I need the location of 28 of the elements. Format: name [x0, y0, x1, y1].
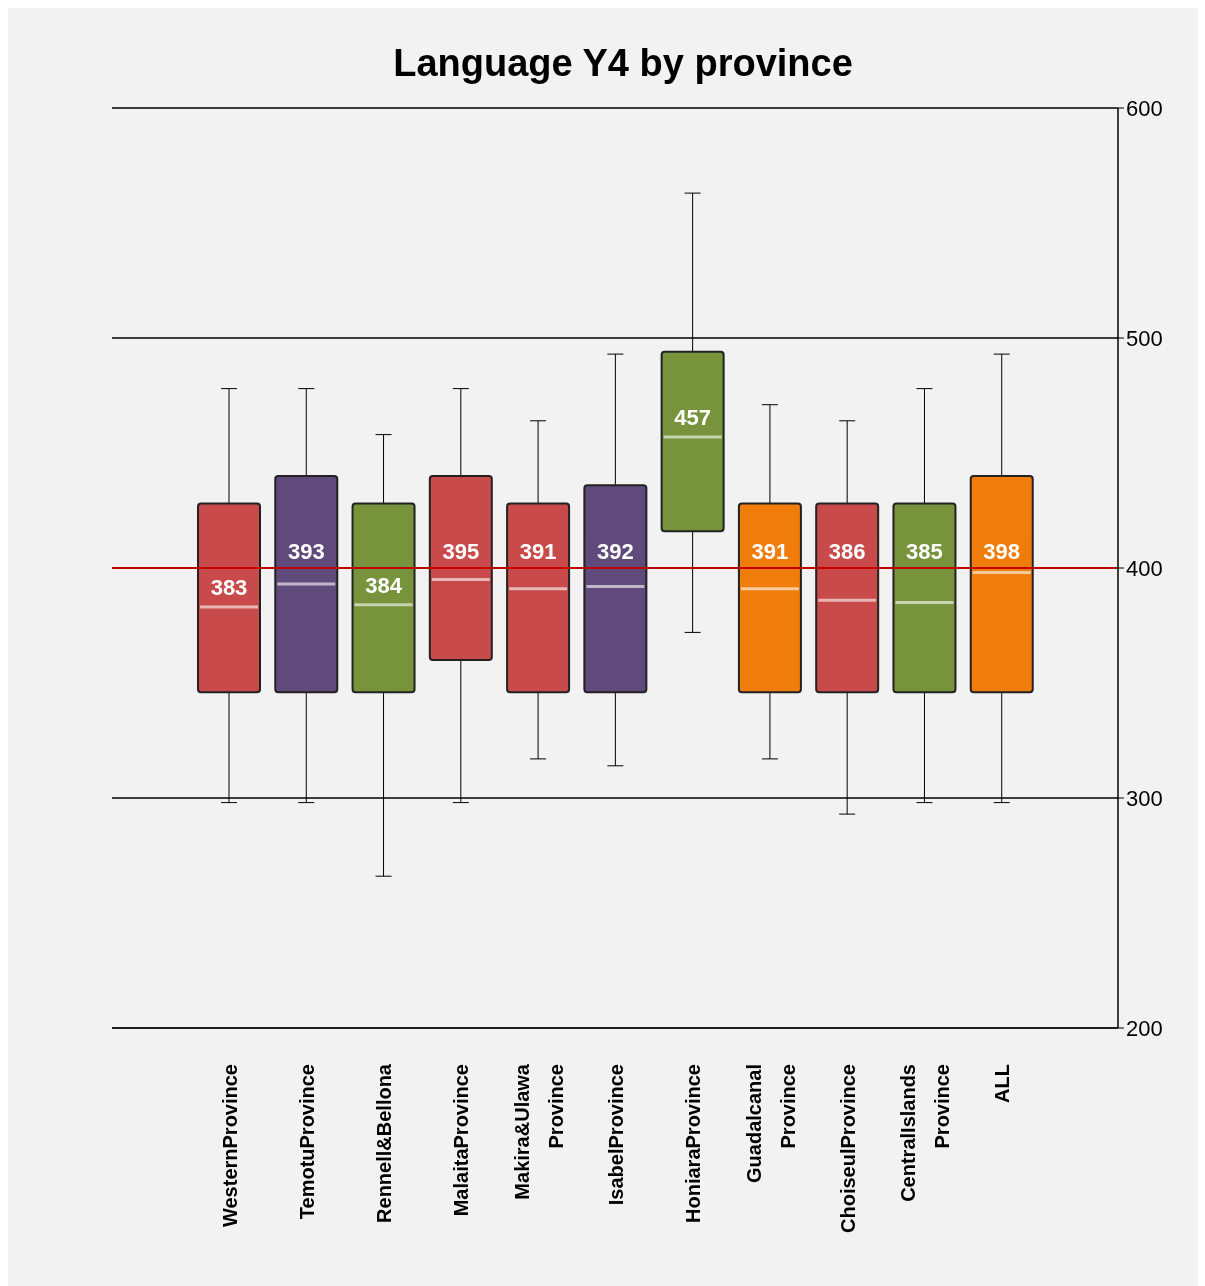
text: 384	[365, 572, 402, 598]
x-tick-label: CentralIslands Province	[897, 1064, 954, 1202]
text: 392	[597, 539, 634, 564]
x-tick-label: WesternProvince	[218, 1064, 241, 1228]
x-tick-label: Guadalcanal Province	[742, 1064, 799, 1183]
y-tick-label: 500	[1126, 325, 1163, 351]
y-tick-label: 300	[1126, 785, 1163, 811]
x-tick-label: ChoiseulProvince	[836, 1064, 859, 1233]
text: 391	[519, 539, 557, 564]
x-tick-label: IsabelProvince	[605, 1064, 627, 1206]
text: 393	[287, 539, 325, 564]
chart-title: Language Y4 by province	[393, 42, 853, 84]
text: 395	[442, 539, 480, 564]
x-tick-label: Makira&Ulawa Province	[510, 1063, 567, 1200]
x-tick-label: TemotuProvince	[295, 1064, 318, 1220]
text: 391	[751, 539, 789, 564]
x-tick-label: MalaitaProvince	[450, 1064, 473, 1217]
x-tick-label: Rennell&Bellona	[373, 1063, 396, 1223]
y-tick-label: 600	[1126, 95, 1163, 121]
text: 385	[906, 539, 943, 564]
text: 398	[983, 539, 1021, 564]
y-tick-label: 400	[1126, 555, 1163, 581]
text: 457	[674, 404, 711, 430]
y-tick-label: 200	[1126, 1015, 1163, 1041]
x-tick-label: ALL	[991, 1064, 1014, 1103]
text: 383	[210, 575, 248, 601]
text: 386	[828, 539, 866, 564]
x-tick-label: HoniaraProvince	[682, 1064, 705, 1223]
